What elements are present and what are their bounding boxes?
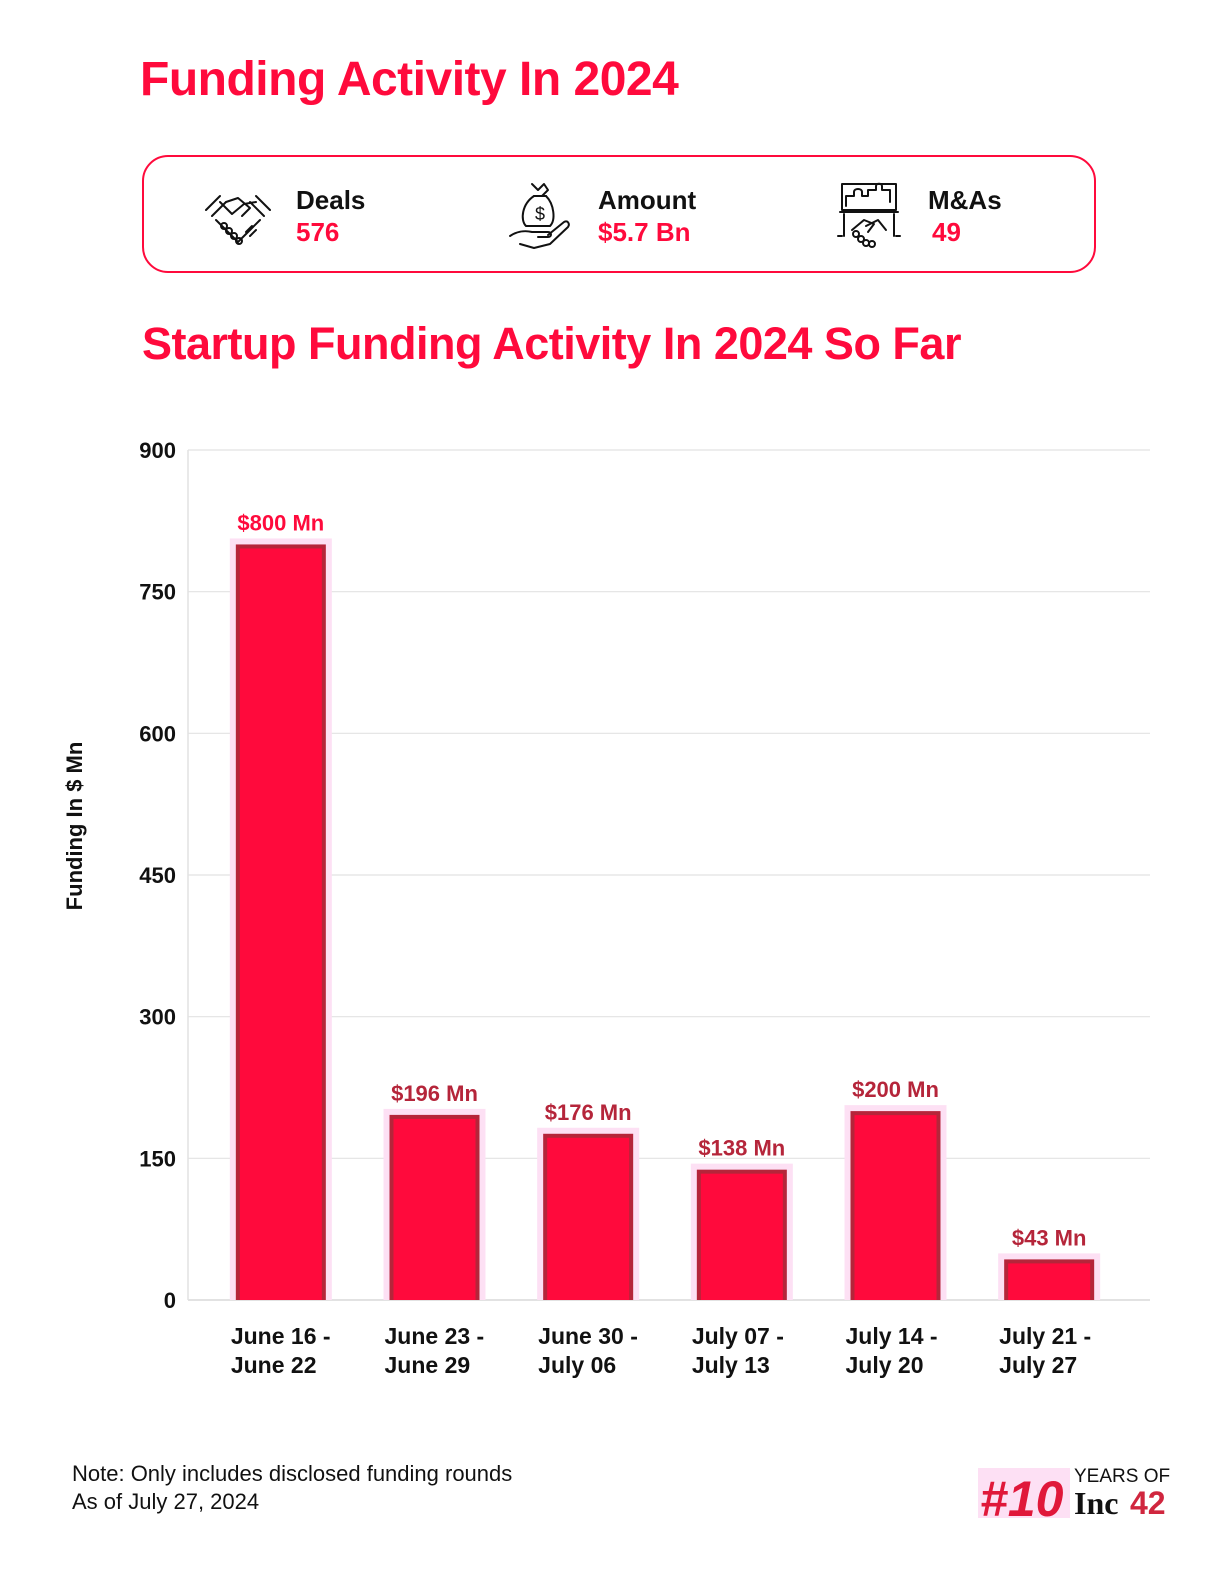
x-tick-label: June 22 [231, 1352, 317, 1378]
data-label: $196 Mn [391, 1081, 478, 1106]
x-tick-label: June 16 - [231, 1323, 331, 1349]
x-tick-label: July 07 - [692, 1323, 784, 1349]
footnote-line: Note: Only includes disclosed funding ro… [72, 1461, 513, 1486]
footnote: Note: Only includes disclosed funding ro… [72, 1460, 512, 1516]
x-tick-label: July 27 [999, 1352, 1077, 1378]
data-label: $176 Mn [545, 1100, 632, 1125]
logo-inc: Inc [1074, 1485, 1118, 1520]
x-tick-label: June 29 [385, 1352, 471, 1378]
bar [547, 1137, 630, 1300]
stat-value: $5.7 Bn [598, 217, 691, 247]
x-tick-label: July 20 [846, 1352, 924, 1378]
puzzle-handshake-icon [837, 182, 901, 248]
stat-amount: $ Amount $5.7 Bn [504, 179, 696, 253]
logo-years-of: YEARS OF [1074, 1466, 1170, 1487]
logo-42: 42 [1130, 1485, 1166, 1520]
y-tick-label: 750 [139, 580, 176, 605]
data-label: $200 Mn [852, 1077, 939, 1102]
footnote-date: As of July 27, 2024 [72, 1489, 260, 1514]
y-axis-label: Funding In $ Mn [62, 742, 87, 911]
bar [854, 1115, 937, 1300]
chart-title: Startup Funding Activity In 2024 So Far [142, 318, 961, 369]
data-label: $43 Mn [1012, 1225, 1087, 1250]
stat-mas: M&As 49 [834, 179, 1002, 253]
y-tick-label: 0 [164, 1288, 176, 1313]
svg-text:$: $ [535, 204, 545, 224]
data-label: $138 Mn [698, 1136, 785, 1161]
bar [1008, 1263, 1091, 1300]
page-title: Funding Activity In 2024 [140, 53, 679, 106]
x-tick-label: June 23 - [385, 1323, 485, 1349]
inc42-logo: #10 YEARS OF Inc 42 [978, 1466, 1170, 1520]
x-tick-label: July 14 - [846, 1323, 938, 1349]
stat-deals: Deals 576 [202, 179, 365, 253]
x-tick-label: July 21 - [999, 1323, 1091, 1349]
handshake-icon [205, 195, 271, 245]
stat-label: Amount [598, 185, 697, 215]
stat-value: 49 [932, 217, 961, 247]
y-tick-label: 600 [139, 721, 176, 746]
data-label: $800 Mn [237, 510, 324, 535]
y-tick-label: 900 [139, 438, 176, 463]
stat-label: M&As [928, 185, 1002, 215]
x-tick-label: July 06 [538, 1352, 616, 1378]
bar [393, 1118, 476, 1300]
x-tick-label: July 13 [692, 1352, 770, 1378]
bar [239, 548, 322, 1300]
stat-value: 576 [296, 217, 340, 247]
stats-panel: Deals 576 $ Amount $5.7 Bn [142, 155, 1096, 273]
stat-label: Deals [296, 185, 366, 215]
y-tick-label: 300 [139, 1005, 176, 1030]
money-bag-hand-icon: $ [509, 183, 570, 249]
y-tick-label: 150 [139, 1146, 176, 1171]
logo-hash10: #10 [980, 1471, 1064, 1520]
y-tick-label: 450 [139, 863, 176, 888]
bar [700, 1173, 783, 1300]
bar-chart: 0 150 300 450 600 750 900 $800 Mn June 16 - June… [62, 438, 1150, 1378]
x-tick-label: June 30 - [538, 1323, 638, 1349]
